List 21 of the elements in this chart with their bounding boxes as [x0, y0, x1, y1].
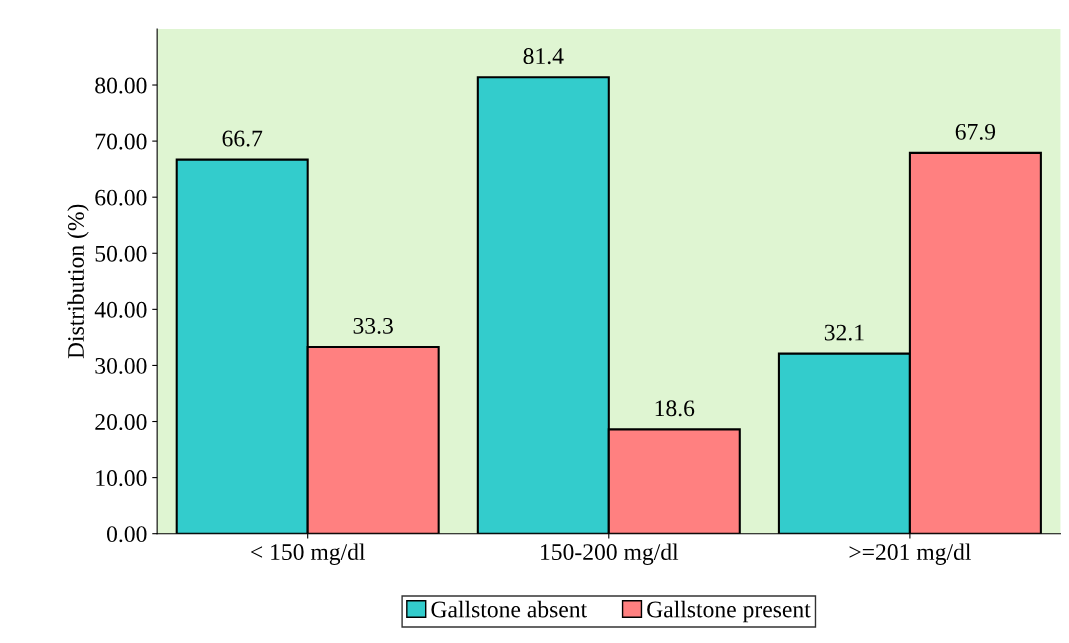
- y-tick-label: 10.00: [96, 470, 147, 487]
- data-label: 81.4: [523, 48, 564, 65]
- y-axis-title: Distribution (%): [67, 204, 89, 359]
- y-tick-label: 20.00: [95, 414, 147, 431]
- x-tick-label: 150-200 mg/dl: [541, 543, 679, 565]
- legend-label: Gallstone present: [647, 600, 811, 623]
- data-label: 67.9: [955, 123, 996, 140]
- y-tick-label: 80.00: [95, 77, 147, 94]
- data-label: 18.6: [655, 400, 695, 417]
- x-tick-label: < 150 mg/dl: [251, 543, 366, 565]
- y-tick-label: 0.00: [107, 526, 147, 543]
- y-tick-label: 30.00: [95, 357, 147, 374]
- legend-label: Gallstone absent: [431, 600, 588, 618]
- data-label: 66.7: [222, 130, 263, 147]
- y-tick-label: 40.00: [94, 301, 147, 318]
- data-label: 33.3: [353, 317, 393, 334]
- x-tick-label: >=201 mg/dl: [849, 543, 971, 565]
- y-tick-label: 70.00: [95, 133, 147, 150]
- y-tick-label: 60.00: [95, 189, 147, 206]
- data-label: 32.1: [824, 324, 864, 341]
- y-tick-label: 50.00: [95, 245, 147, 262]
